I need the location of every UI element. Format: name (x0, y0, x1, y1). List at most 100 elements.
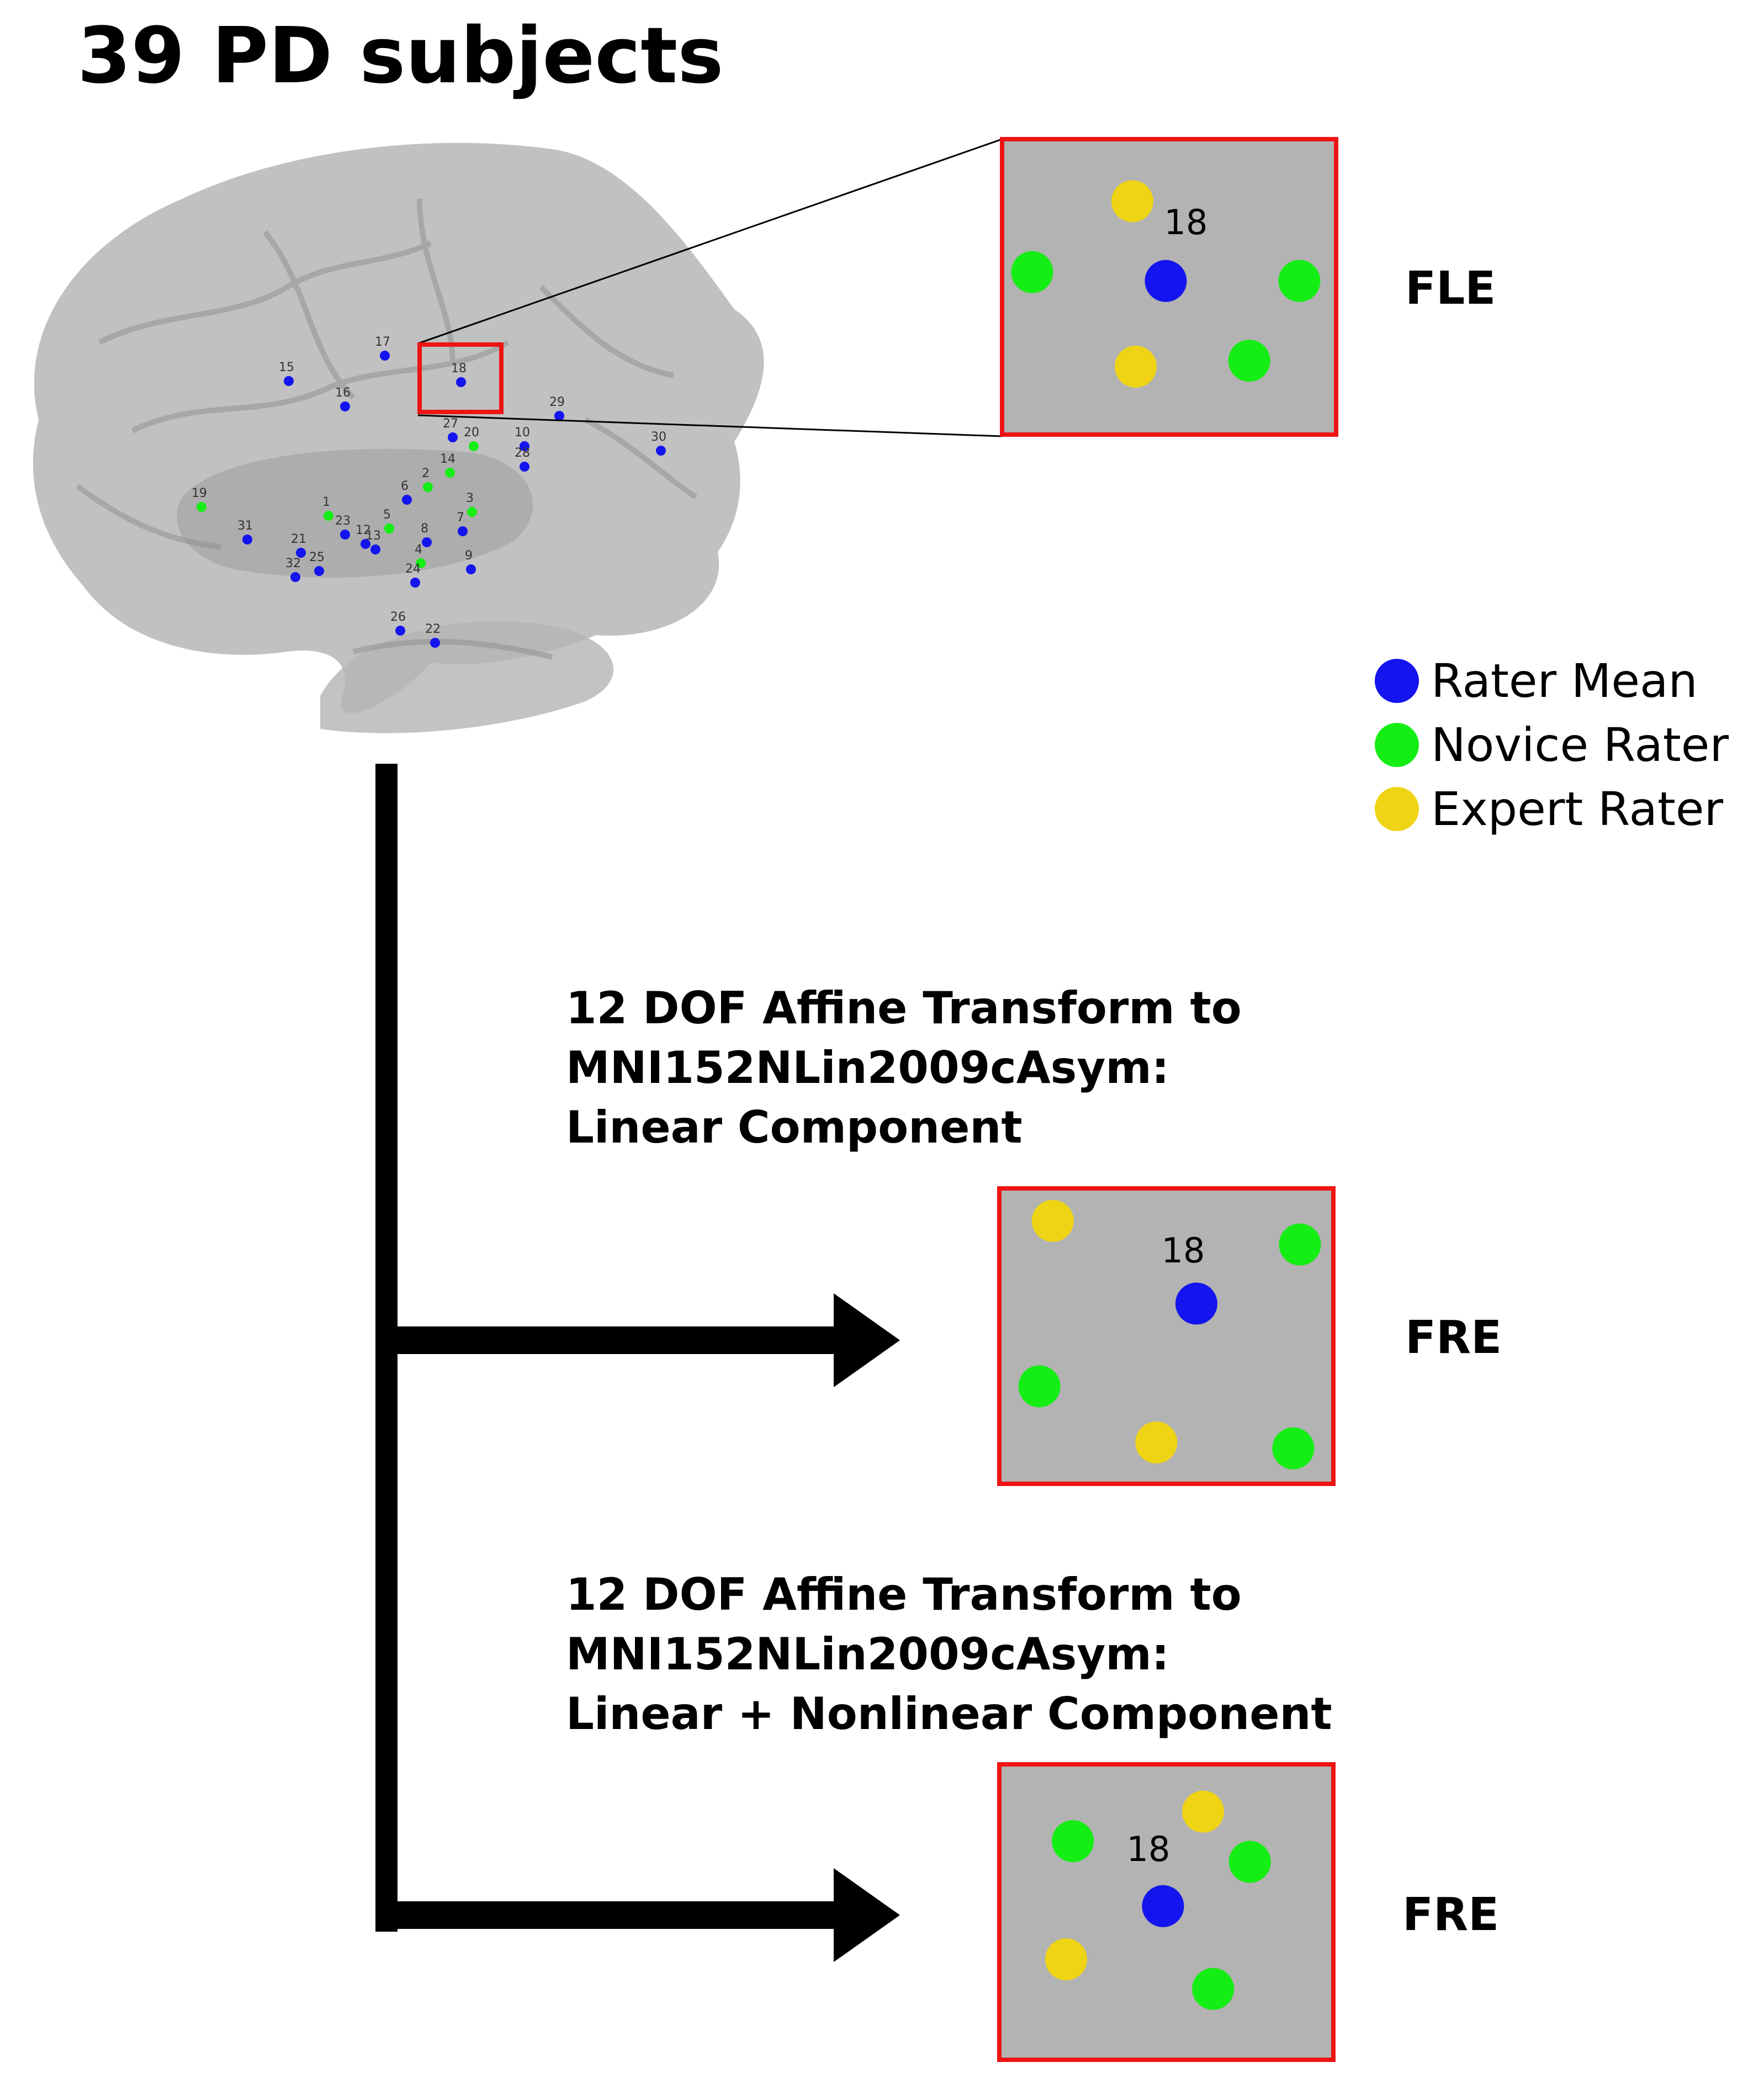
brain-marker-label: 12 (356, 524, 371, 537)
step-1-line-3: Linear Component (566, 1102, 1023, 1153)
flow-arrows (375, 764, 900, 1962)
step-1-line-2: MNI152NLin2009cAsym: (566, 1042, 1169, 1093)
arrow-1-head (834, 1293, 900, 1387)
brain-marker-24 (410, 578, 420, 588)
brain-marker-label: 31 (237, 519, 253, 533)
legend-label: Novice Rater (1431, 718, 1729, 772)
step-2-line-1: 12 DOF Affine Transform to (566, 1569, 1242, 1620)
brain-marker-label: 23 (335, 514, 351, 528)
zoom-panel-1: 18 FLE (1000, 137, 1496, 437)
brain-marker-23 (340, 530, 350, 540)
brain-marker-label: 20 (464, 426, 479, 440)
brain-marker-28 (520, 462, 529, 472)
novice-rater-point (1011, 251, 1053, 293)
brain-marker-14 (445, 468, 455, 478)
zoom-panels: 18 FLE 18 FRE 18 FRE (997, 137, 1502, 2062)
brain-marker-label: 32 (285, 557, 301, 570)
brain-marker-label: 29 (549, 395, 565, 409)
zoom-connector-bottom (417, 414, 1003, 437)
target-label: 18 (1162, 1230, 1205, 1271)
brain-marker-30 (656, 446, 666, 456)
brain-marker-label: 25 (309, 551, 325, 564)
error-metric-label: FRE (1405, 1312, 1502, 1364)
expert-rater-point (1135, 1421, 1178, 1464)
brain-marker-17 (380, 351, 390, 361)
brain-marker-27 (448, 432, 458, 442)
target-label: 18 (1127, 1829, 1170, 1869)
brain-marker-label: 4 (415, 543, 422, 557)
step-2-line-2: MNI152NLin2009cAsym: (566, 1629, 1169, 1680)
novice-rater-swatch (1375, 723, 1419, 767)
legend-item-expert-rater: Expert Rater (1375, 777, 1729, 841)
brain-marker-label: 26 (390, 610, 406, 624)
brain-marker-label: 9 (465, 549, 473, 563)
expert-rater-point (1031, 1199, 1074, 1242)
mean-rater-point (1142, 1885, 1184, 1927)
brain-rendering (33, 142, 764, 733)
mean-rater-point (1145, 260, 1187, 302)
step-1-line-1: 12 DOF Affine Transform to (566, 982, 1242, 1034)
zoom-panel-2: 18 FRE (997, 1186, 1502, 1486)
brain-marker-2 (423, 482, 433, 492)
brain-highlight-box (417, 342, 504, 414)
brain-marker-label: 7 (457, 511, 464, 525)
novice-rater-point (1228, 340, 1270, 382)
cerebellum (320, 621, 614, 733)
brain-marker-8 (422, 537, 432, 547)
novice-rater-point (1279, 1223, 1321, 1266)
brain-outline (33, 142, 764, 713)
brain-marker-label: 16 (335, 386, 351, 400)
brain-marker-20 (469, 441, 479, 451)
rater-mean-swatch (1375, 659, 1419, 703)
expert-rater-point (1111, 180, 1153, 223)
brain-marker-label: 24 (405, 562, 421, 576)
page-title: 39 PD subjects (77, 11, 724, 101)
error-metric-label: FRE (1402, 1889, 1499, 1941)
gyri-folds (76, 198, 697, 660)
brain-marker-label: 3 (466, 491, 474, 505)
brain-marker-21 (296, 548, 306, 558)
brain-marker-18 (456, 377, 466, 387)
brain-marker-15 (284, 376, 294, 386)
brain-marker-10 (520, 441, 529, 451)
legend-item-rater-mean: Rater Mean (1375, 649, 1729, 713)
brain-marker-22 (430, 638, 440, 648)
brain-marker-6 (402, 495, 412, 505)
zoom-connector-top (417, 138, 1003, 345)
brain-marker-label: 13 (365, 529, 381, 543)
brain-marker-label: 5 (383, 508, 391, 522)
step-2-line-3: Linear + Nonlinear Component (566, 1688, 1332, 1740)
mean-rater-point (1175, 1282, 1217, 1325)
brain-marker-label: 1 (322, 495, 330, 509)
brain-marker-label: 18 (451, 362, 467, 376)
brain-marker-3 (467, 507, 477, 517)
temporal-lobe (177, 448, 533, 578)
brain-marker-16 (340, 401, 350, 411)
target-label: 18 (1164, 202, 1208, 242)
brain-marker-25 (314, 566, 324, 576)
novice-rater-point (1192, 1968, 1235, 2010)
brain-marker-label: 14 (440, 452, 455, 466)
brain-marker-5 (384, 524, 394, 533)
arrow-2-shaft (375, 1901, 845, 1929)
step-2-description: 12 DOF Affine Transform to MNI152NLin200… (566, 1565, 1332, 1744)
novice-rater-point (1228, 1841, 1271, 1883)
brain-marker-29 (554, 411, 564, 421)
zoom-panel-3: 18 FRE (997, 1762, 1499, 2062)
error-metric-label: FLE (1405, 262, 1496, 315)
brain-marker-label: 10 (515, 426, 530, 440)
novice-rater-point (1278, 260, 1321, 302)
legend-item-novice-rater: Novice Rater (1375, 713, 1729, 777)
brain-marker-label: 17 (375, 335, 390, 349)
step-1-description: 12 DOF Affine Transform to MNI152NLin200… (566, 979, 1242, 1157)
brain-marker-12 (361, 539, 370, 549)
brain-marker-26 (395, 626, 405, 636)
expert-rater-point (1182, 1790, 1225, 1833)
brain-marker-7 (458, 526, 468, 536)
brain-marker-label: 30 (651, 430, 666, 444)
brain-marker-1 (324, 511, 333, 521)
brain-marker-label: 6 (401, 479, 409, 493)
